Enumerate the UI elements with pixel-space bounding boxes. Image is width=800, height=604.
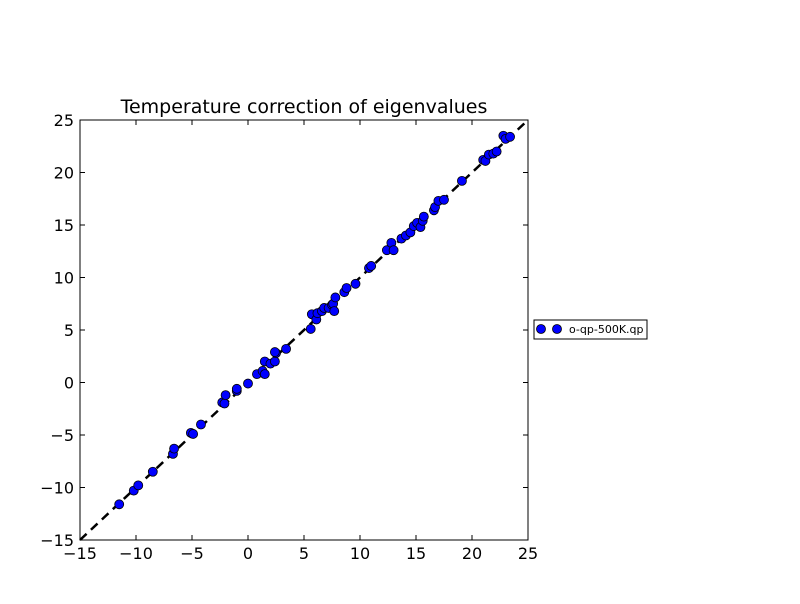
data-point (505, 131, 515, 142)
data-point (220, 390, 231, 401)
y-tick-label: −15 (40, 531, 74, 550)
x-tick-label: −10 (119, 544, 153, 563)
x-tick-label: 15 (406, 544, 426, 563)
y-tick-label: −5 (50, 426, 74, 445)
data-point (269, 347, 280, 357)
y-tick-label: 15 (54, 216, 74, 235)
data-point (305, 324, 316, 334)
data-point (169, 443, 179, 454)
y-tick-label: 25 (54, 111, 74, 130)
data-point (491, 146, 502, 157)
data-point (281, 343, 291, 354)
y-tick-label: −10 (40, 479, 74, 498)
x-tick-label: 25 (518, 544, 538, 563)
legend-label: o-qp-500K.qp (569, 323, 644, 336)
data-point (439, 194, 449, 205)
data-point (366, 261, 377, 271)
x-tick-label: −5 (180, 544, 204, 563)
data-point (196, 419, 206, 430)
data-point (350, 278, 361, 289)
x-tick-label: 10 (350, 544, 370, 563)
x-tick-label: 5 (299, 544, 309, 563)
data-point (341, 283, 352, 293)
data-point (147, 466, 158, 477)
legend-box (533, 319, 648, 340)
y-tick-label: 0 (64, 374, 74, 393)
y-tick-label: 20 (54, 164, 74, 183)
legend: o-qp-500K.qp (533, 319, 648, 340)
legend-marker (536, 324, 546, 334)
x-tick-label: −15 (63, 544, 97, 563)
data-point (418, 211, 429, 222)
data-point (269, 356, 280, 367)
data-point (133, 480, 144, 491)
x-tick-label: 0 (243, 544, 253, 563)
data-point (457, 175, 467, 186)
data-point (243, 378, 253, 389)
x-tick-label: 20 (462, 544, 482, 563)
data-point (330, 292, 341, 303)
chart-title: Temperature correction of eigenvalues (120, 96, 488, 118)
data-point (388, 245, 399, 256)
data-point (259, 369, 270, 380)
data-point (329, 306, 340, 317)
legend-marker (552, 324, 562, 334)
data-point (219, 398, 230, 409)
y-tick-label: 10 (54, 269, 74, 288)
reference-line (79, 119, 529, 541)
data-point (188, 429, 199, 439)
data-point (114, 499, 125, 510)
y-tick-label: 5 (64, 321, 74, 340)
data-point (231, 383, 242, 394)
